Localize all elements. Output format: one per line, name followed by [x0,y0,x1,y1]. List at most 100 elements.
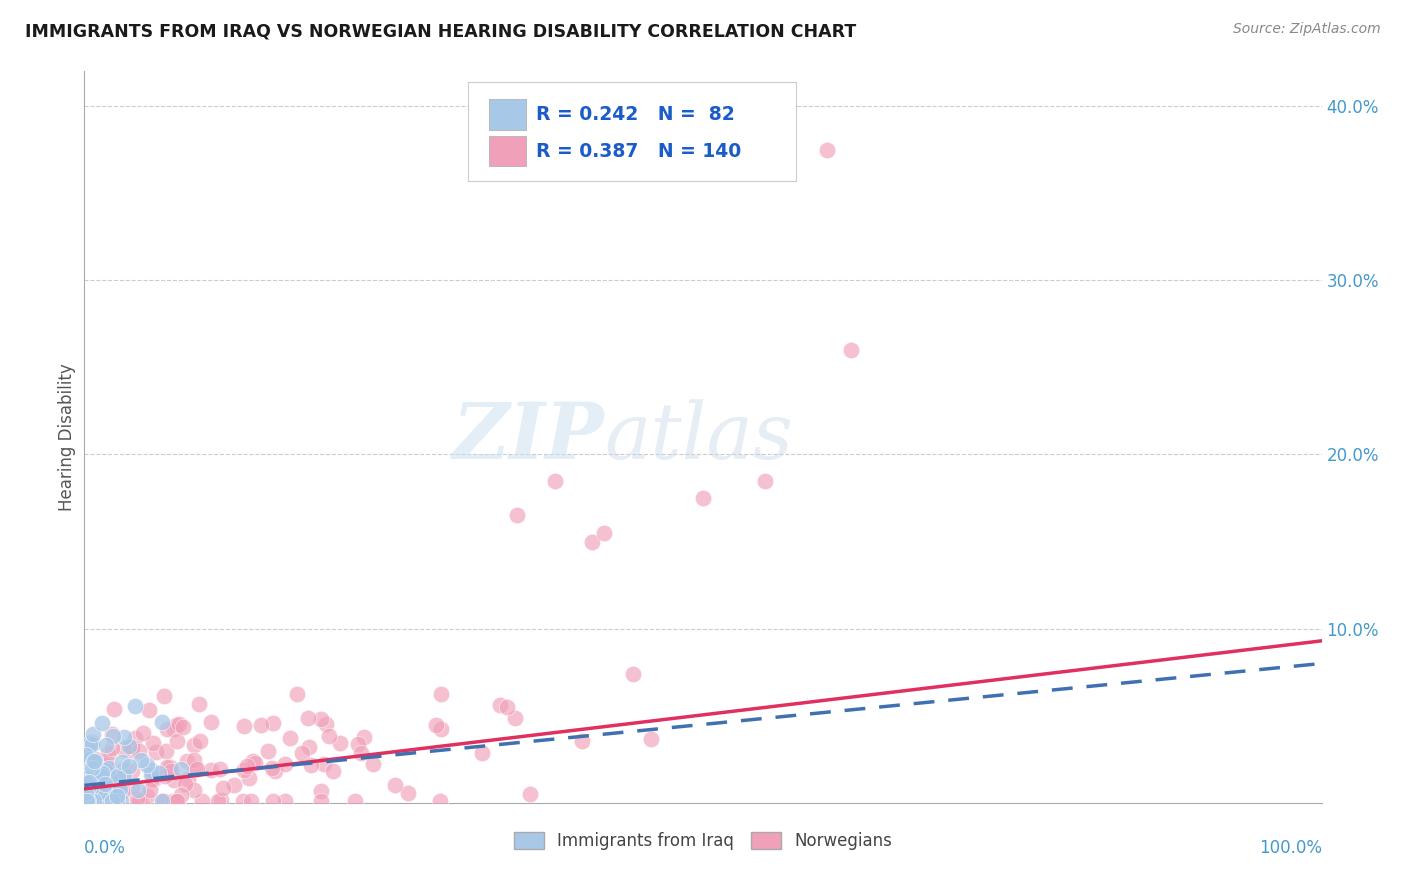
Point [169,717,191,731]
Point [103,702,125,716]
Point [100,794,122,808]
Point [141,772,163,787]
Point [166,734,188,748]
Point [183,753,205,767]
Point [82,726,104,740]
Point [76,794,98,808]
Point [312,757,335,772]
Point [75,787,97,801]
Point [77,756,100,770]
Point [138,703,160,717]
Point [329,737,352,751]
Point [165,794,187,808]
Point [167,794,190,808]
Text: 0.0%: 0.0% [84,839,127,857]
Point [77,794,100,808]
Point [150,794,173,808]
Point [121,780,143,794]
Point [692,491,714,505]
Point [93,777,115,791]
Point [262,794,284,808]
Point [94,794,117,808]
Point [93,794,115,808]
Point [112,767,135,781]
Point [131,726,153,740]
Point [183,761,205,775]
Point [621,667,644,681]
Point [489,698,512,713]
Point [80,794,103,808]
Point [82,768,104,782]
Point [107,769,129,783]
Point [79,753,101,767]
Point [318,729,340,743]
Point [264,764,287,779]
Point [162,794,184,808]
Point [153,690,176,704]
Point [129,794,152,808]
Point [79,775,101,789]
Point [142,772,165,786]
FancyBboxPatch shape [468,82,796,181]
Point [200,763,222,777]
Point [153,794,176,808]
Point [120,742,142,756]
Point [183,782,205,797]
Point [94,763,117,777]
Point [75,786,97,800]
Point [82,756,104,770]
Point [76,794,98,808]
Point [127,792,149,806]
Point [299,757,322,772]
Point [77,794,100,808]
Point [84,755,107,769]
Point [188,697,211,711]
Point [75,748,97,763]
Point [103,794,125,808]
Point [105,789,128,803]
Point [285,687,308,701]
Point [176,772,198,787]
Point [209,793,232,807]
Point [82,773,104,788]
Point [111,755,134,769]
Point [94,755,117,769]
Point [117,759,139,773]
Point [495,700,517,714]
Point [93,786,115,800]
Point [188,733,211,747]
Bar [489,99,526,130]
Point [83,794,105,808]
Point [101,741,124,756]
Point [97,747,120,761]
Point [581,534,603,549]
Point [75,775,97,789]
Point [112,763,135,777]
Point [429,794,451,808]
Point [107,794,129,808]
Point [173,777,195,791]
Point [75,794,97,808]
Point [506,508,529,523]
Point [90,715,112,730]
Point [519,787,541,801]
Point [160,764,183,779]
Point [322,764,344,778]
Bar [489,136,526,167]
Point [84,794,107,808]
Point [84,794,107,808]
Point [82,735,104,749]
Point [87,794,110,808]
Point [260,761,283,775]
Point [240,794,263,808]
Point [110,782,132,797]
Point [238,771,260,785]
Point [815,143,838,157]
Point [86,780,108,795]
Point [163,772,186,787]
Point [343,794,366,808]
Point [170,788,193,802]
Point [152,794,174,808]
Point [77,741,100,756]
Point [142,736,165,750]
